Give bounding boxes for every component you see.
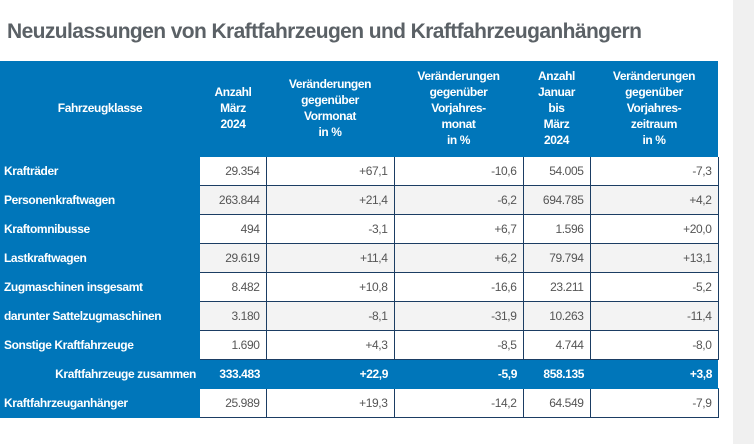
cell-value: -14,2	[394, 388, 524, 418]
total-row: Kraftfahrzeuge zusammen 333.483 +22,9 -5,9 8…	[0, 359, 718, 389]
cell-value: -11,4	[590, 301, 719, 331]
cell-value: 494	[200, 214, 267, 244]
cell-value: 3.180	[200, 301, 267, 331]
scroll-gutter	[733, 0, 754, 444]
cell-value: +21,4	[266, 185, 395, 215]
cell-value: 694.785	[523, 185, 591, 215]
column-header: Anzahl März 2024	[200, 61, 266, 154]
cell-value: +22,9	[266, 359, 394, 389]
cell-value: +11,4	[266, 243, 395, 273]
registrations-table: Fahrzeugklasse Anzahl März 2024 Veränderun…	[0, 61, 719, 418]
cell-value: 263.844	[200, 185, 267, 215]
cell-value: 333.483	[200, 359, 266, 389]
cell-value: 1.596	[523, 214, 591, 244]
cell-value: 29.619	[200, 243, 267, 273]
cell-value: +67,1	[266, 157, 395, 186]
table-row: Zugmaschinen insgesamt 8.482 +10,8 -16,6 23.…	[0, 272, 719, 302]
column-header: Fahrzeugklasse	[0, 61, 200, 154]
row-label: Krafträder	[0, 157, 200, 186]
table-row: darunter Sattelzugmaschinen 3.180 -8,1 -31,…	[0, 301, 719, 331]
cell-value: -10,6	[394, 157, 524, 186]
table-row: Kraftomnibusse 494 -3,1 +6,7 1.596 +20,0	[0, 214, 719, 244]
table-row: Lastkraftwagen 29.619 +11,4 +6,2 79.794 +13,1	[0, 243, 719, 273]
cell-value: -31,9	[394, 301, 524, 331]
cell-value: +3,8	[590, 359, 718, 389]
cell-value: -7,9	[590, 388, 719, 418]
row-label: Kraftfahrzeuganhänger	[0, 388, 200, 418]
table-row: Krafträder 29.354 +67,1 -10,6 54.005 -7,3	[0, 157, 719, 186]
row-label: Kraftfahrzeuge zusammen	[0, 359, 200, 389]
cell-value: -8,1	[266, 301, 395, 331]
cell-value: +19,3	[266, 388, 395, 418]
row-label: Lastkraftwagen	[0, 243, 200, 273]
cell-value: 79.794	[523, 243, 591, 273]
table-header-row: Fahrzeugklasse Anzahl März 2024 Veränderun…	[0, 61, 718, 154]
cell-value: -8,5	[394, 330, 524, 360]
row-label: Sonstige Kraftfahrzeuge	[0, 330, 200, 360]
cell-value: +4,3	[266, 330, 395, 360]
cell-value: 1.690	[200, 330, 267, 360]
cell-value: +6,7	[394, 214, 524, 244]
cell-value: 29.354	[200, 157, 267, 186]
cell-value: -8,0	[590, 330, 719, 360]
cell-value: +13,1	[590, 243, 719, 273]
cell-value: 25.989	[200, 388, 267, 418]
cell-value: -7,3	[590, 157, 719, 186]
header-divider	[0, 154, 718, 157]
cell-value: +20,0	[590, 214, 719, 244]
cell-value: 10.263	[523, 301, 591, 331]
cell-value: -3,1	[266, 214, 395, 244]
cell-value: 8.482	[200, 272, 267, 302]
column-header: Anzahl Januar bis März 2024	[523, 61, 590, 154]
cell-value: +6,2	[394, 243, 524, 273]
cell-value: 4.744	[523, 330, 591, 360]
row-label: darunter Sattelzugmaschinen	[0, 301, 200, 331]
column-header: Veränderungen gegenüber Vormonat in %	[266, 61, 394, 154]
row-label: Kraftomnibusse	[0, 214, 200, 244]
cell-value: +4,2	[590, 185, 719, 215]
cell-value: -5,2	[590, 272, 719, 302]
cell-value: +10,8	[266, 272, 395, 302]
column-header: Veränderungen gegenüber Vorjahres- zeitr…	[590, 61, 718, 154]
page-title: Neuzulassungen von Kraftfahrzeugen und K…	[7, 20, 642, 43]
row-label: Zugmaschinen insgesamt	[0, 272, 200, 302]
table-row: Sonstige Kraftfahrzeuge 1.690 +4,3 -8,5 4.74…	[0, 330, 719, 360]
cell-value: 64.549	[523, 388, 591, 418]
cell-value: 858.135	[523, 359, 590, 389]
cell-value: -5,9	[394, 359, 523, 389]
cell-value: 23.211	[523, 272, 591, 302]
table-row: Kraftfahrzeuganhänger 25.989 +19,3 -14,2 64.…	[0, 388, 719, 418]
column-header: Veränderungen gegenüber Vorjahres- monat…	[394, 61, 523, 154]
row-label: Personenkraftwagen	[0, 185, 200, 215]
cell-value: -6,2	[394, 185, 524, 215]
cell-value: -16,6	[394, 272, 524, 302]
table-row: Personenkraftwagen 263.844 +21,4 -6,2 694.78…	[0, 185, 719, 215]
cell-value: 54.005	[523, 157, 591, 186]
